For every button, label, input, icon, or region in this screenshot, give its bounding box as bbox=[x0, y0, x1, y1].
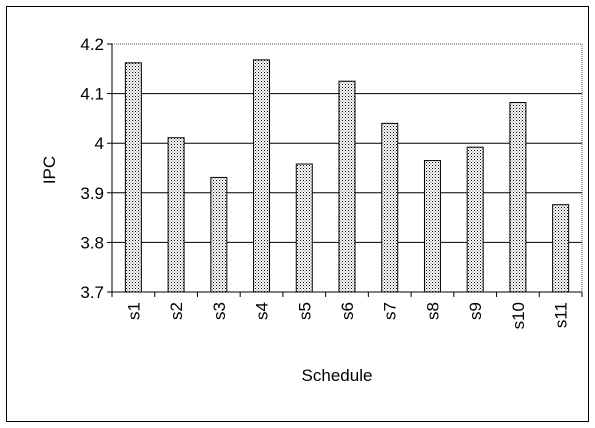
x-tick-label-s2: s2 bbox=[167, 302, 186, 320]
bar-s4 bbox=[253, 59, 271, 293]
bar-s9 bbox=[466, 146, 484, 293]
x-tick-label-s1: s1 bbox=[124, 302, 143, 320]
x-tick-label-s7: s7 bbox=[381, 302, 400, 320]
x-tick-label-s6: s6 bbox=[338, 302, 357, 320]
x-tick-label-s4: s4 bbox=[253, 302, 272, 320]
x-axis-title: Schedule bbox=[302, 366, 373, 385]
y-tick-label: 3.7 bbox=[80, 283, 104, 302]
x-tick-label-s5: s5 bbox=[295, 302, 314, 320]
y-tick-label: 4 bbox=[95, 134, 104, 153]
y-tick-label: 3.8 bbox=[80, 233, 104, 252]
bar-s1 bbox=[124, 62, 142, 293]
x-tick-label-s3: s3 bbox=[210, 302, 229, 320]
y-axis-title: IPC bbox=[40, 156, 59, 184]
bar-s7 bbox=[381, 122, 399, 293]
bar-s5 bbox=[295, 163, 313, 293]
x-tick-label-s9: s9 bbox=[466, 302, 485, 320]
x-tick-label-s11: s11 bbox=[552, 302, 571, 328]
x-tick-label-s8: s8 bbox=[423, 302, 442, 320]
bar-s10 bbox=[509, 102, 527, 293]
y-tick-label: 3.9 bbox=[80, 184, 104, 203]
y-tick-label: 4.1 bbox=[80, 85, 104, 104]
bar-s11 bbox=[552, 204, 570, 293]
bar-s8 bbox=[423, 160, 441, 293]
bar-s3 bbox=[210, 176, 228, 293]
y-tick-label: 4.2 bbox=[80, 35, 104, 54]
bar-s6 bbox=[338, 80, 356, 293]
x-tick-label-s10: s10 bbox=[509, 302, 528, 329]
bar-s2 bbox=[167, 137, 185, 293]
